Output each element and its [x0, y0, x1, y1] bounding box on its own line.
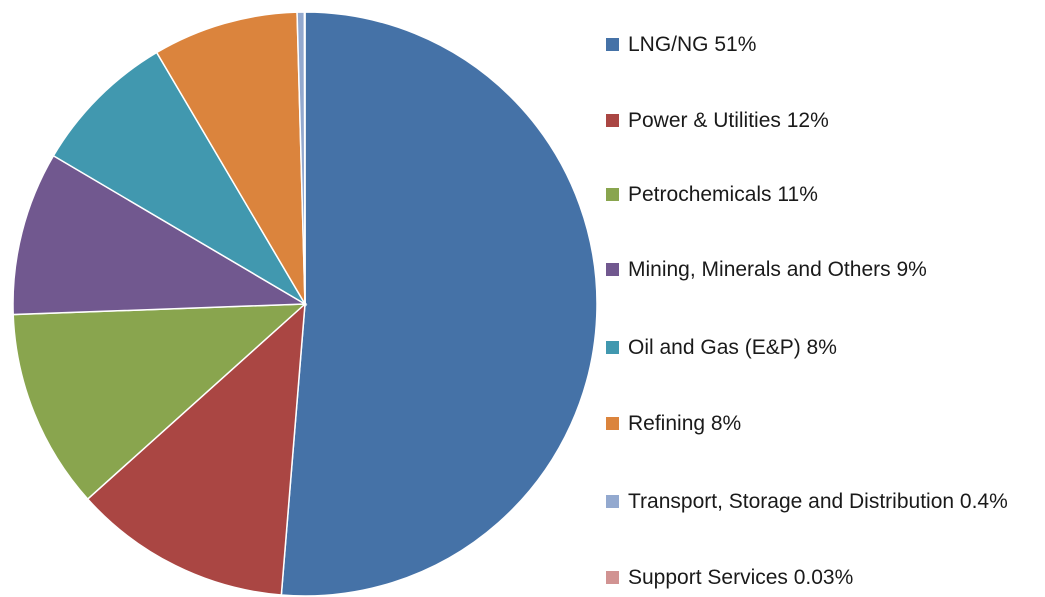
legend-swatch [606, 571, 619, 584]
legend-swatch [606, 188, 619, 201]
legend-entry: Power & Utilities 12% [600, 106, 1042, 136]
pie-slice [12, 154, 308, 316]
legend-swatch [606, 114, 619, 127]
pie-slice [280, 11, 598, 597]
pie-slice [12, 303, 308, 501]
pie-slice [52, 51, 308, 307]
legend-entry: Refining 8% [600, 409, 1042, 439]
legend-entry: Petrochemicals 11% [600, 180, 1042, 210]
legend-label: Transport, Storage and Distribution 0.4% [628, 490, 1008, 513]
legend-swatch [606, 341, 619, 354]
legend-entry: Transport, Storage and Distribution 0.4% [600, 483, 1042, 521]
pie-slice [86, 302, 306, 596]
pie-slice [155, 11, 306, 307]
legend-entry: LNG/NG 51% [600, 30, 1042, 60]
legend-entry: Support Services 0.03% [600, 563, 1042, 593]
legend-label: Oil and Gas (E&P) 8% [628, 336, 837, 359]
legend-entry: Mining, Minerals and Others 9% [600, 255, 1042, 285]
legend-swatch [606, 263, 619, 276]
legend-label: Support Services 0.03% [628, 566, 854, 589]
legend-label: Refining 8% [628, 412, 742, 435]
legend-label: Mining, Minerals and Others 9% [628, 258, 927, 281]
legend-entry: Oil and Gas (E&P) 8% [600, 333, 1042, 363]
legend-label: LNG/NG 51% [628, 33, 757, 56]
legend-swatch [606, 495, 619, 508]
pie-slice [303, 11, 306, 305]
legend-label: Power & Utilities 12% [628, 109, 829, 132]
legend-label: Petrochemicals 11% [628, 183, 818, 206]
legend-swatch [606, 417, 619, 430]
legend-swatch [606, 38, 619, 51]
